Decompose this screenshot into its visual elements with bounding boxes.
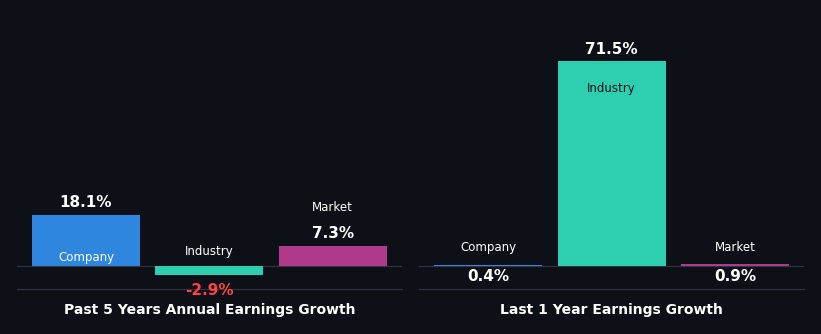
Text: Company: Company: [58, 250, 114, 264]
FancyBboxPatch shape: [434, 265, 542, 267]
FancyBboxPatch shape: [557, 61, 666, 267]
Text: 7.3%: 7.3%: [312, 226, 354, 241]
FancyBboxPatch shape: [279, 245, 387, 267]
Text: 0.4%: 0.4%: [467, 269, 509, 284]
Text: 0.9%: 0.9%: [714, 269, 756, 284]
Text: Company: Company: [460, 241, 516, 254]
FancyBboxPatch shape: [32, 214, 140, 267]
Text: Market: Market: [714, 241, 755, 254]
Text: -2.9%: -2.9%: [185, 283, 234, 298]
Text: 71.5%: 71.5%: [585, 42, 638, 57]
Text: 18.1%: 18.1%: [60, 195, 112, 210]
Text: Industry: Industry: [587, 82, 636, 95]
X-axis label: Past 5 Years Annual Earnings Growth: Past 5 Years Annual Earnings Growth: [64, 303, 355, 317]
X-axis label: Last 1 Year Earnings Growth: Last 1 Year Earnings Growth: [500, 303, 723, 317]
Text: Industry: Industry: [185, 245, 234, 258]
Text: Market: Market: [312, 201, 353, 214]
FancyBboxPatch shape: [681, 264, 789, 267]
FancyBboxPatch shape: [155, 267, 264, 275]
